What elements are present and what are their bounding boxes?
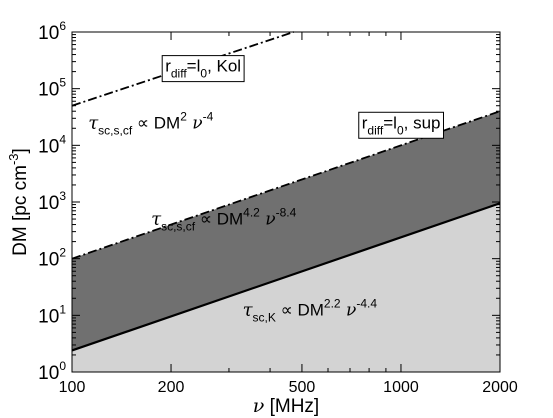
region-k — [72, 203, 500, 372]
region-formula-2: τsc,K ∝ DM2.2 ν-4.4 — [243, 296, 378, 324]
region-sup — [72, 111, 500, 351]
boundary-label: rdiff=l0, sup — [362, 113, 441, 137]
y-tick-label: 106 — [38, 19, 66, 44]
boundary-label-box-1: rdiff=l0, sup — [358, 111, 444, 139]
y-axis-label: DM [pc cm — [10, 165, 31, 256]
region-formula-1: τsc,s,cf ∝ DM4.2 ν-8.4 — [151, 206, 296, 234]
annotations: τsc,s,cf ∝ DM2 ν-4 τsc,s,cf ∝ DM4.2 ν-8.4… — [88, 109, 377, 324]
x-axis-unit: [MHz] — [264, 396, 319, 417]
label-boxes: rdiff=l0, Kol rdiff=l0, sup — [161, 55, 444, 139]
y-tick-label: 105 — [38, 76, 66, 101]
y-axis-title: DM [pc cm-3] — [6, 148, 31, 256]
y-tick-label: 102 — [38, 246, 66, 271]
y-tick-label: 101 — [38, 302, 66, 327]
x-tick-label: 500 — [289, 379, 316, 396]
axis-ticks: 100 200 500 1000 2000 100 101 102 103 104 105 106 — [38, 19, 518, 396]
x-tick-label: 2000 — [482, 379, 518, 396]
boundary-label-box-0: rdiff=l0, Kol — [161, 55, 245, 83]
x-tick-label: 1000 — [383, 379, 419, 396]
series-line-0 — [71, 31, 294, 107]
region-formula-0: τsc,s,cf ∝ DM2 ν-4 — [88, 109, 213, 137]
series-line-2 — [71, 202, 501, 352]
x-axis-title: ν [MHz] — [253, 395, 319, 417]
x-axis-symbol: ν — [253, 395, 265, 417]
y-axis-exp: -3 — [6, 153, 21, 165]
boundary-label: rdiff=l0, Kol — [165, 57, 241, 81]
y-tick-label: 103 — [38, 189, 66, 214]
y-axis-close: ] — [10, 148, 31, 153]
x-tick-label: 200 — [158, 379, 185, 396]
y-tick-label: 100 — [38, 359, 66, 384]
y-tick-label: 104 — [38, 132, 66, 157]
x-tick-label: 100 — [59, 379, 86, 396]
regions-layer — [72, 111, 500, 372]
